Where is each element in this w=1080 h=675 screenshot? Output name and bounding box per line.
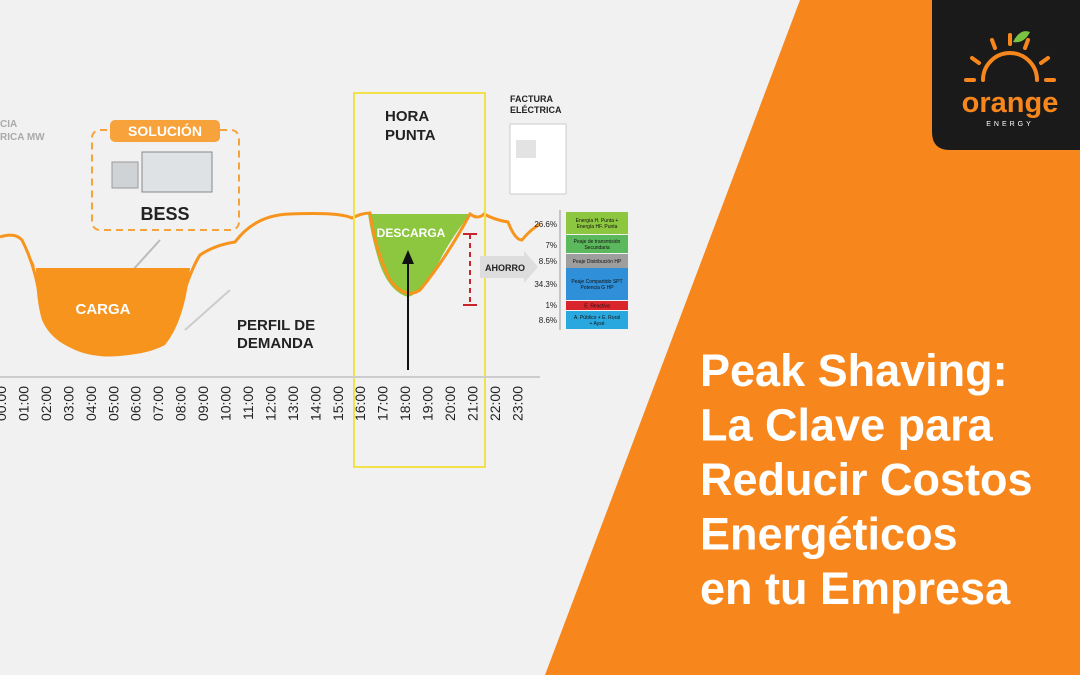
demand-label: DEMANDA	[237, 335, 314, 352]
bill-thumbnail	[509, 123, 567, 195]
hour-label: 18:00	[397, 386, 413, 421]
savings-bar	[463, 233, 477, 306]
bill-row	[566, 235, 628, 253]
hour-label: 04:00	[83, 386, 99, 421]
bill-row-label: A. Público + E. Rural	[574, 315, 620, 321]
hour-label: 11:00	[240, 386, 256, 420]
title-line: Peak Shaving:	[700, 345, 1008, 396]
bill-percent: 26.6%	[534, 220, 557, 229]
solution-name: BESS	[140, 204, 189, 224]
title-line: Reducir Costos	[700, 454, 1033, 505]
bill-percent: 8.6%	[539, 316, 557, 325]
bill-row-label: Peaje de transmisión	[574, 239, 621, 245]
arrow-head	[402, 250, 414, 264]
solution-tag-text: SOLUCIÓN	[128, 122, 202, 139]
bill-percent: 34.3%	[534, 280, 557, 289]
bill-title: ELÉCTRICA	[510, 105, 562, 115]
charge-area	[22, 240, 190, 356]
hour-label: 19:00	[420, 386, 436, 421]
bess-unit	[141, 151, 213, 193]
axis-label: CIA	[0, 119, 17, 130]
title-line: La Clave para	[700, 400, 994, 451]
bill-percent: 1%	[545, 301, 557, 310]
bill-percent: 8.5%	[539, 257, 557, 266]
hour-label: 03:00	[60, 386, 76, 421]
bill-row-label: E. Reactiva	[584, 304, 610, 310]
hour-label: 14:00	[307, 386, 323, 421]
hour-label: 15:00	[330, 386, 346, 421]
peak-box	[353, 92, 486, 468]
demand-label: PERFIL DE	[237, 317, 315, 334]
discharge-label: DESCARGA	[377, 226, 446, 240]
orange-panel	[545, 0, 1080, 675]
title-line: Energéticos	[700, 509, 958, 560]
bill-row	[566, 311, 628, 329]
bill-row	[566, 212, 628, 234]
bill-row-label: Peaje Distribución HP	[573, 259, 622, 265]
bill-row-label: Energía H. Punta +	[576, 218, 619, 224]
bill-row-label: Potencia G HP	[580, 285, 614, 291]
logo-name: orange	[962, 87, 1059, 119]
hour-label: 01:00	[15, 386, 31, 421]
savings-label: AHORRO	[485, 263, 525, 273]
bill-row-label: + Aysé	[589, 321, 604, 327]
logo-tagline: ENERGY	[986, 121, 1034, 128]
hour-label: 10:00	[218, 386, 234, 421]
arrow	[184, 289, 231, 331]
hour-label: 02:00	[38, 386, 54, 421]
hour-label: 09:00	[195, 386, 211, 421]
bill-row	[566, 254, 628, 268]
charge-label: CARGA	[76, 301, 131, 318]
bill-thumbnail-chart	[516, 140, 536, 158]
discharge-area	[368, 214, 470, 297]
hour-label: 05:00	[105, 386, 121, 421]
hour-label: 20:00	[442, 386, 458, 421]
solution-tag	[110, 120, 220, 142]
bill-row	[566, 301, 628, 310]
axis-label: RICA MW	[0, 132, 45, 143]
title-line: en tu Empresa	[700, 563, 1011, 614]
peak-label: HORA	[385, 108, 429, 125]
logo-sun	[964, 33, 1056, 82]
bill-percent: 7%	[545, 241, 557, 250]
hour-label: 23:00	[509, 386, 525, 421]
bess-unit	[111, 161, 139, 189]
hour-label: 17:00	[375, 386, 391, 421]
hour-label: 00:00	[0, 386, 9, 421]
hour-label: 06:00	[128, 386, 144, 421]
logo-leaf	[1013, 31, 1030, 43]
savings-arrow	[480, 251, 538, 283]
bill-title: FACTURA	[510, 94, 553, 104]
bill-row-label: Secundaria	[584, 245, 610, 251]
bill-row-label: Peaje Compartido SPT	[571, 279, 622, 285]
hour-label: 13:00	[285, 386, 301, 421]
hour-label: 22:00	[487, 386, 503, 421]
bill-row-label: Energía HF. Punta	[577, 224, 618, 230]
logo-box	[932, 0, 1080, 150]
hour-label: 07:00	[150, 386, 166, 421]
hour-label: 08:00	[173, 386, 189, 421]
hour-label: 21:00	[464, 386, 480, 421]
hour-label: 12:00	[262, 386, 278, 421]
bill-row	[566, 268, 628, 300]
peak-label: PUNTA	[385, 127, 436, 144]
hour-label: 16:00	[352, 386, 368, 421]
